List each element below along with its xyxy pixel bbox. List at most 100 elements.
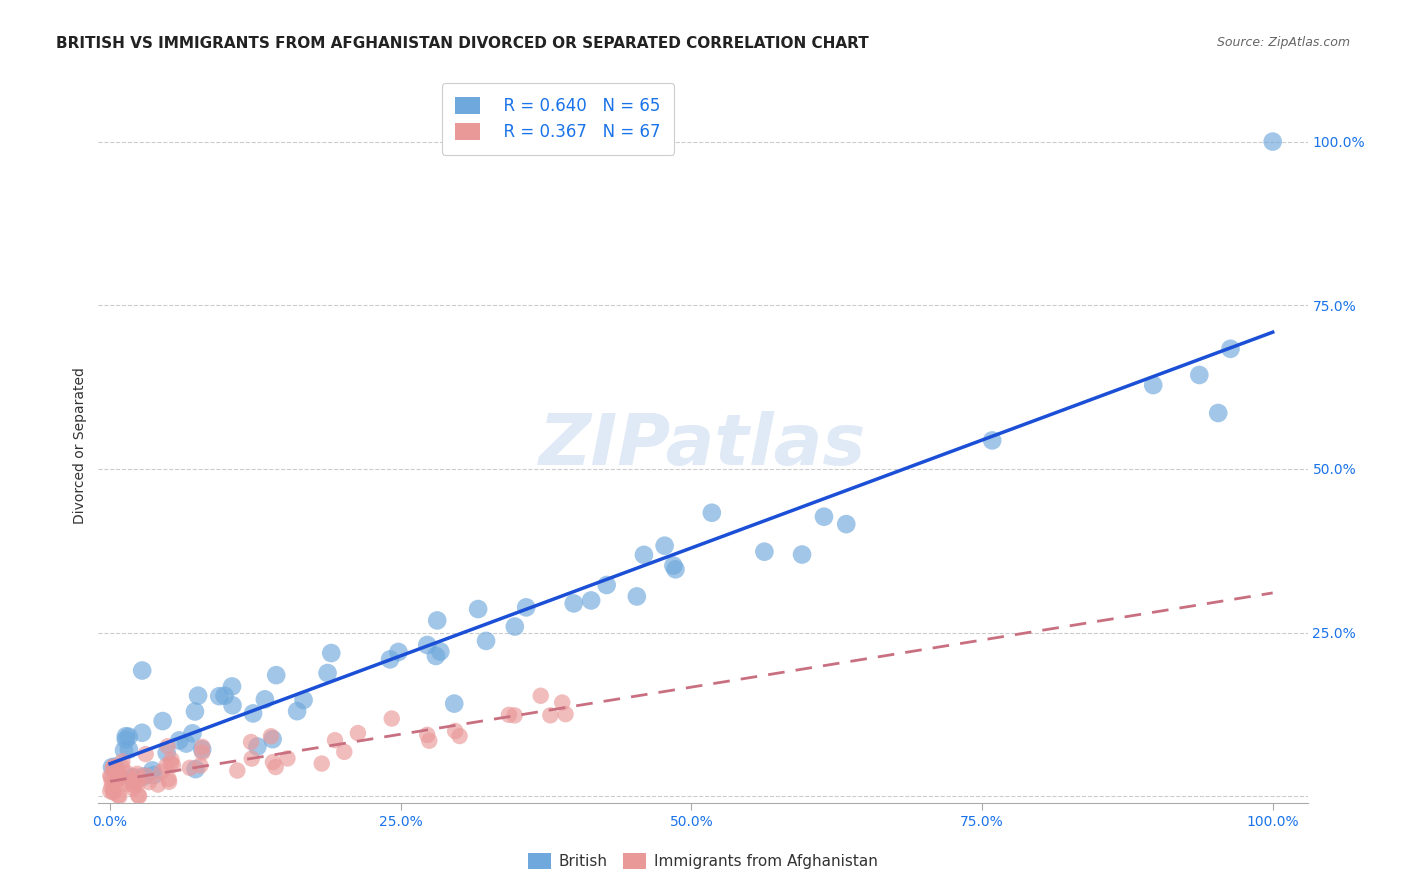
Point	[121, 773, 143, 788]
Point	[103, 786, 125, 800]
Point	[240, 751, 263, 765]
Point	[276, 751, 298, 765]
Point	[503, 708, 526, 723]
Point	[626, 590, 648, 604]
Point	[98, 769, 121, 783]
Point	[1142, 378, 1164, 392]
Point	[416, 638, 439, 652]
Point	[125, 775, 148, 789]
Point	[264, 760, 287, 774]
Point	[226, 764, 249, 778]
Point	[981, 434, 1004, 448]
Point	[188, 758, 211, 772]
Point	[181, 726, 204, 740]
Point	[538, 708, 561, 723]
Point	[253, 692, 276, 706]
Point	[444, 723, 467, 738]
Point	[221, 698, 243, 713]
Point	[418, 733, 440, 747]
Point	[562, 596, 585, 610]
Point	[503, 619, 526, 633]
Point	[1188, 368, 1211, 382]
Point	[664, 562, 686, 576]
Point	[103, 759, 125, 773]
Point	[790, 548, 813, 562]
Point	[184, 705, 207, 719]
Point	[633, 548, 655, 562]
Point	[387, 645, 409, 659]
Point	[108, 789, 131, 804]
Point	[443, 697, 465, 711]
Point	[311, 756, 333, 771]
Text: BRITISH VS IMMIGRANTS FROM AFGHANISTAN DIVORCED OR SEPARATED CORRELATION CHART: BRITISH VS IMMIGRANTS FROM AFGHANISTAN D…	[56, 36, 869, 51]
Point	[114, 729, 136, 743]
Point	[184, 762, 207, 776]
Point	[1261, 135, 1284, 149]
Point	[662, 558, 685, 573]
Point	[378, 652, 401, 666]
Point	[117, 777, 139, 791]
Point	[100, 780, 122, 794]
Point	[104, 759, 127, 773]
Point	[152, 714, 174, 728]
Point	[132, 769, 155, 783]
Point	[104, 775, 127, 789]
Point	[262, 755, 284, 769]
Point	[101, 760, 124, 774]
Point	[498, 707, 520, 722]
Point	[429, 644, 451, 658]
Point	[142, 768, 165, 782]
Point	[121, 770, 143, 784]
Point	[530, 689, 553, 703]
Point	[813, 509, 835, 524]
Point	[425, 648, 447, 663]
Point	[246, 739, 269, 754]
Y-axis label: Divorced or Separated: Divorced or Separated	[73, 368, 87, 524]
Point	[98, 784, 121, 798]
Point	[131, 664, 153, 678]
Point	[156, 746, 179, 760]
Point	[105, 768, 128, 782]
Point	[157, 772, 180, 786]
Point	[333, 745, 356, 759]
Point	[160, 753, 183, 767]
Text: ZIPatlas: ZIPatlas	[540, 411, 866, 481]
Point	[125, 770, 148, 784]
Point	[167, 733, 190, 747]
Point	[179, 761, 201, 775]
Point	[554, 707, 576, 722]
Point	[475, 634, 498, 648]
Point	[118, 742, 141, 756]
Point	[700, 506, 723, 520]
Point	[449, 729, 471, 743]
Point	[262, 732, 284, 747]
Point	[122, 778, 145, 792]
Point	[595, 578, 617, 592]
Point	[141, 764, 163, 778]
Point	[150, 764, 173, 779]
Point	[114, 732, 136, 747]
Point	[117, 775, 139, 789]
Point	[160, 756, 183, 771]
Point	[103, 785, 125, 799]
Point	[127, 766, 149, 780]
Point	[242, 706, 264, 721]
Point	[115, 766, 138, 780]
Point	[101, 760, 124, 774]
Point	[146, 778, 169, 792]
Point	[100, 770, 122, 784]
Text: Source: ZipAtlas.com: Source: ZipAtlas.com	[1216, 36, 1350, 49]
Point	[187, 689, 209, 703]
Point	[551, 696, 574, 710]
Point	[107, 767, 129, 781]
Point	[131, 725, 153, 739]
Point	[135, 769, 157, 783]
Point	[191, 746, 214, 760]
Point	[112, 743, 135, 757]
Legend: British, Immigrants from Afghanistan: British, Immigrants from Afghanistan	[522, 847, 884, 875]
Point	[127, 775, 149, 789]
Point	[155, 759, 177, 773]
Point	[323, 733, 346, 747]
Point	[107, 772, 129, 786]
Point	[127, 789, 149, 803]
